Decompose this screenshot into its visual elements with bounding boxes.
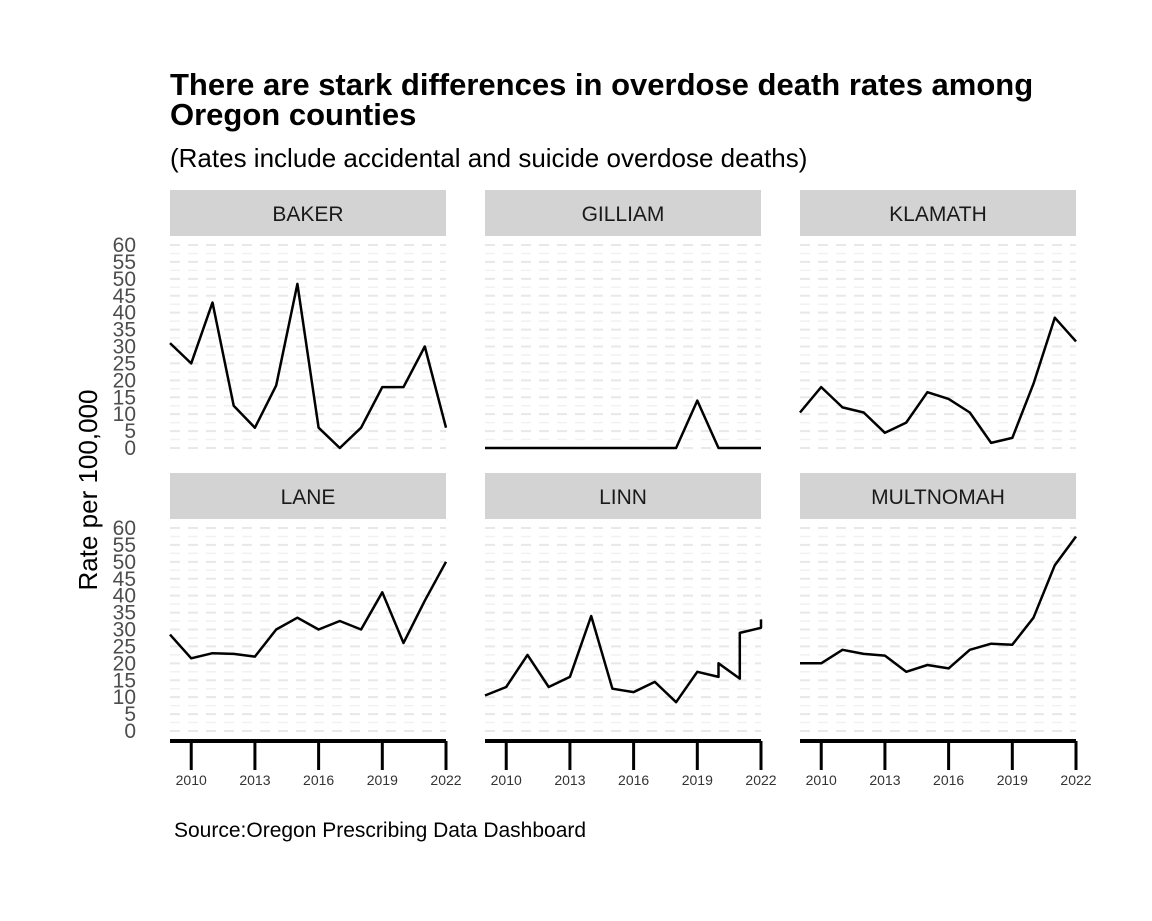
x-tick-label: 2010 bbox=[491, 772, 522, 788]
y-tick-label: 0 bbox=[124, 437, 136, 460]
series-line-gilliam bbox=[485, 399, 761, 450]
series-line-baker bbox=[169, 282, 448, 450]
y-tick-label: 60 bbox=[113, 517, 136, 540]
y-tick-label: 10 bbox=[113, 403, 136, 426]
y-tick-label: 30 bbox=[113, 336, 136, 359]
y-tick-label: 25 bbox=[113, 352, 136, 375]
series-line-linn bbox=[484, 614, 763, 704]
y-tick-label: 55 bbox=[113, 251, 136, 274]
y-tick-label: 15 bbox=[113, 669, 136, 692]
x-tick-label: 2019 bbox=[367, 772, 398, 788]
chart-title: There are stark differences in overdose … bbox=[170, 67, 1034, 132]
x-tick-label: 2019 bbox=[682, 772, 713, 788]
series-line-multnomah bbox=[800, 535, 1078, 674]
y-tick-label: 35 bbox=[113, 602, 136, 625]
chart-subtitle: (Rates include accidental and suicide ov… bbox=[170, 143, 808, 173]
y-tick-label: 5 bbox=[124, 703, 136, 726]
series-line-lane bbox=[169, 561, 448, 660]
facet-strip-linn bbox=[485, 473, 761, 519]
y-tick-label: 50 bbox=[113, 551, 136, 574]
y-tick-label: 45 bbox=[113, 285, 136, 308]
y-tick-label: 10 bbox=[113, 686, 136, 709]
y-tick-label: 25 bbox=[113, 635, 136, 658]
y-tick-label: 50 bbox=[113, 268, 136, 291]
x-tick-label: 2013 bbox=[554, 772, 585, 788]
y-axis-title: Rate per 100,000 bbox=[73, 390, 103, 591]
facet-strip-baker bbox=[170, 190, 446, 236]
x-tick-label: 2022 bbox=[745, 772, 776, 788]
facet-label-lane: LANE bbox=[281, 486, 336, 509]
x-tick-label: 2016 bbox=[933, 772, 964, 788]
x-tick-label: 2016 bbox=[618, 772, 649, 788]
x-tick-label: 2013 bbox=[239, 772, 270, 788]
x-tick-label: 2022 bbox=[1060, 772, 1091, 788]
y-tick-label: 60 bbox=[113, 234, 136, 257]
y-tick-label: 35 bbox=[113, 319, 136, 342]
facet-label-gilliam: GILLIAM bbox=[582, 203, 665, 226]
y-tick-label: 20 bbox=[113, 369, 136, 392]
x-tick-label: 2010 bbox=[806, 772, 837, 788]
chart-caption: Source:Oregon Prescribing Data Dashboard bbox=[174, 819, 587, 842]
x-tick-label: 2010 bbox=[176, 772, 207, 788]
facet-strip-gilliam bbox=[485, 190, 761, 236]
x-tick-label: 2019 bbox=[997, 772, 1028, 788]
facet-label-klamath: KLAMATH bbox=[889, 203, 987, 226]
facet-label-multnomah: MULTNOMAH bbox=[871, 486, 1005, 509]
y-tick-label: 30 bbox=[113, 619, 136, 642]
y-tick-label: 45 bbox=[113, 568, 136, 591]
series-line-klamath bbox=[799, 316, 1077, 445]
x-tick-label: 2022 bbox=[430, 772, 461, 788]
facet-strip-lane bbox=[170, 473, 446, 519]
y-tick-label: 55 bbox=[113, 534, 136, 557]
y-tick-label: 40 bbox=[113, 585, 136, 608]
y-tick-label: 15 bbox=[113, 386, 136, 409]
y-tick-label: 40 bbox=[113, 302, 136, 325]
y-tick-label: 5 bbox=[124, 420, 136, 443]
x-tick-label: 2016 bbox=[303, 772, 334, 788]
facet-label-baker: BAKER bbox=[272, 203, 343, 226]
facet-strip-klamath bbox=[800, 190, 1076, 236]
y-tick-label: 0 bbox=[124, 720, 136, 743]
x-tick-label: 2013 bbox=[869, 772, 900, 788]
y-tick-label: 20 bbox=[113, 652, 136, 675]
facet-label-linn: LINN bbox=[599, 486, 647, 509]
facet-strip-multnomah bbox=[800, 473, 1076, 519]
